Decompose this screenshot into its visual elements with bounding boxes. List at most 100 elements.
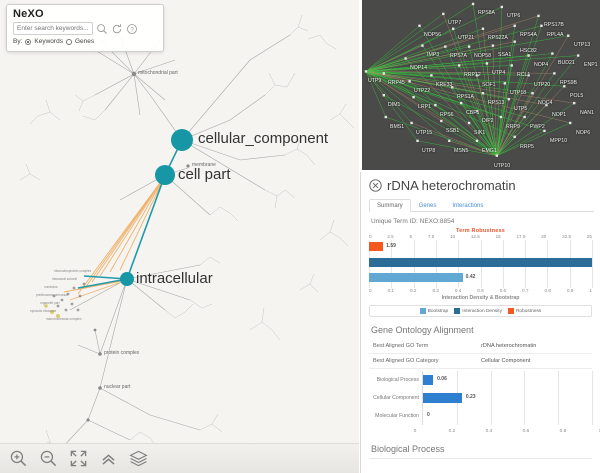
gene-label-nop14[interactable]: NOP14: [410, 65, 428, 71]
gene-label-utp4[interactable]: UTP4: [492, 70, 506, 76]
reset-icon[interactable]: [111, 23, 123, 35]
gene-label-utp18[interactable]: UTP18: [510, 90, 527, 96]
gene-label-rrp45[interactable]: RRP45: [388, 80, 405, 86]
gene-label-rcl1[interactable]: RCL1: [517, 72, 531, 78]
gene-label-rrp5[interactable]: RRP5: [520, 144, 534, 150]
gene-label-utp22[interactable]: UTP22: [414, 88, 431, 94]
gene-label-bms1[interactable]: BMS1: [390, 124, 405, 130]
gene-label-lrp1[interactable]: LRP1: [418, 104, 431, 110]
network-toolbar[interactable]: [0, 443, 359, 473]
ontology-tree-canvas[interactable]: ribonucleoprotein complex ribosomal subu…: [0, 0, 359, 473]
gene-label-kre33[interactable]: KRE33: [436, 82, 453, 88]
gene-label-rps13[interactable]: RPS13: [488, 100, 505, 106]
gene-label-rpl4a[interactable]: RPL4A: [547, 32, 564, 38]
gene-label-utp20[interactable]: UTP20: [534, 82, 551, 88]
gene-label-utp21[interactable]: UTP21: [458, 35, 475, 41]
layers-icon[interactable]: [129, 449, 148, 468]
gene-label-nop58[interactable]: NOP58: [474, 53, 492, 59]
gene-label-rrp12[interactable]: RRP12: [464, 72, 481, 78]
bar-value: 0.23: [465, 394, 476, 400]
go-row: Cellular Component 0.23: [369, 389, 593, 407]
gene-label-rps8a[interactable]: RPS8A: [478, 10, 496, 16]
gene-label-utp7[interactable]: UTP7: [448, 20, 462, 26]
gene-label-utp6[interactable]: UTP6: [507, 13, 521, 19]
radio-genes[interactable]: [65, 38, 72, 45]
gene-label-mpp10[interactable]: MPP10: [550, 138, 568, 144]
gene-label-utp10[interactable]: UTP10: [494, 163, 511, 169]
gene-label-msn5[interactable]: MSN5: [454, 148, 469, 154]
search-row[interactable]: ?: [13, 22, 163, 35]
gene-label-imp3[interactable]: IMP3: [427, 52, 440, 58]
search-input[interactable]: [13, 22, 93, 35]
gene-label-rps4a[interactable]: RPS4A: [520, 32, 538, 38]
bar-value: 0.42: [465, 274, 476, 280]
tab-interactions[interactable]: Interactions: [452, 203, 484, 209]
gene-label-nop1[interactable]: NOP1: [552, 112, 567, 118]
gene-label-noc4[interactable]: NOC4: [538, 100, 553, 106]
gene-label-emg1[interactable]: EMG1: [482, 148, 497, 154]
gene-label-nop56[interactable]: NOP56: [424, 32, 442, 38]
gene-label-utp13[interactable]: UTP13: [574, 42, 591, 48]
gene-label-bud21[interactable]: BUD21: [558, 60, 575, 66]
grid-line: [558, 407, 560, 425]
ontology-label-cellular-component: cellular_component: [198, 130, 329, 147]
grid-line: [524, 389, 526, 407]
detail-tabs[interactable]: Summary Genes Interactions: [369, 198, 594, 212]
gene-label-pol5[interactable]: POL5: [570, 93, 584, 99]
tab-genes[interactable]: Genes: [418, 203, 437, 209]
tab-summary[interactable]: Summary: [369, 199, 411, 212]
ontology-node-intracellular[interactable]: [120, 272, 134, 286]
gene-label-utp8[interactable]: UTP8: [422, 148, 436, 154]
gene-label-utp15[interactable]: UTP15: [416, 130, 433, 136]
gene-label-nop6[interactable]: NOP6: [576, 130, 591, 136]
help-icon[interactable]: ?: [126, 23, 138, 35]
axis-tick: 0.2: [448, 429, 456, 434]
legend-swatch-interaction-density: [454, 308, 461, 314]
gene-label-nan1[interactable]: NAN1: [580, 110, 594, 116]
gene-label-ssb1[interactable]: SSB1: [446, 128, 460, 134]
ontology-label-protein-complex: protein complex: [104, 350, 140, 356]
close-circle-icon[interactable]: [369, 179, 382, 192]
collapse-icon[interactable]: [99, 449, 118, 468]
gene-label-sik1[interactable]: SIK1: [474, 130, 486, 136]
gene-label-utp5[interactable]: UTP5: [514, 106, 528, 112]
ontology-node-cell-part[interactable]: [155, 165, 175, 185]
term-robustness-chart: Term Robustness 0 2.5 5 7.5 10 12.5 15 17.5 20 22…: [369, 228, 593, 301]
gene-label-rps9b[interactable]: RPS9B: [560, 80, 578, 86]
search-by-row[interactable]: By: Keywords Genes: [13, 38, 163, 45]
search-panel[interactable]: NeXO ? By: Keywords Genes: [6, 4, 164, 52]
gene-label-rps1a[interactable]: RPS1A: [457, 94, 475, 100]
app-title: NeXO: [13, 8, 44, 20]
go-category-label: Cellular Component: [369, 389, 423, 407]
gene-label-rrp9[interactable]: RRP9: [506, 124, 520, 130]
bar-value: 0: [427, 412, 430, 418]
go-term-key: Best Aligned GO Term: [373, 343, 429, 349]
legend-label-bootstrap: Bootstrap: [427, 308, 449, 314]
gene-label-sof1[interactable]: SOF1: [482, 82, 496, 88]
fit-screen-icon[interactable]: [69, 449, 88, 468]
gene-label-cbf5[interactable]: CBF5: [466, 110, 480, 116]
search-icon[interactable]: [96, 23, 108, 35]
gene-label-utp9[interactable]: UTP9: [368, 78, 382, 84]
gene-interaction-network[interactable]: UTP9 RPS8A UTP6 UTP7 RPS17B NOP56 UTP21 RPS22A R…: [360, 0, 600, 172]
zoom-out-icon[interactable]: [39, 449, 58, 468]
gene-label-hsc82[interactable]: HSC82: [520, 48, 537, 54]
gene-label-enp1[interactable]: ENP1: [584, 62, 598, 68]
chart-xlabel-density: Interaction Density & Bootstrap: [441, 295, 520, 301]
gene-label-rps6[interactable]: RPS6: [440, 112, 454, 118]
zoom-in-icon[interactable]: [9, 449, 28, 468]
gene-label-nop4[interactable]: NOP4: [534, 62, 549, 68]
grid-line: [524, 407, 526, 425]
gene-label-rps22a[interactable]: RPS22A: [488, 35, 508, 41]
gene-label-ssa1[interactable]: SSA1: [498, 52, 512, 58]
ontology-node-cellular-component[interactable]: [171, 129, 193, 151]
term-detail-panel[interactable]: rDNA heterochromatin Summary Genes Inter…: [360, 172, 600, 473]
gene-label-dip2[interactable]: DIP2: [482, 118, 494, 124]
gene-label-rps17b[interactable]: RPS17B: [544, 22, 564, 28]
gene-label-dim1[interactable]: DIM1: [388, 102, 401, 108]
ontology-network-panel[interactable]: ribonucleoprotein complex ribosomal subu…: [0, 0, 359, 473]
gene-label-rps7a[interactable]: RPS7A: [450, 53, 468, 59]
radio-keywords[interactable]: [25, 38, 32, 45]
search-by-label: By:: [13, 38, 23, 45]
gene-label-pwp2[interactable]: PWP2: [530, 124, 545, 130]
